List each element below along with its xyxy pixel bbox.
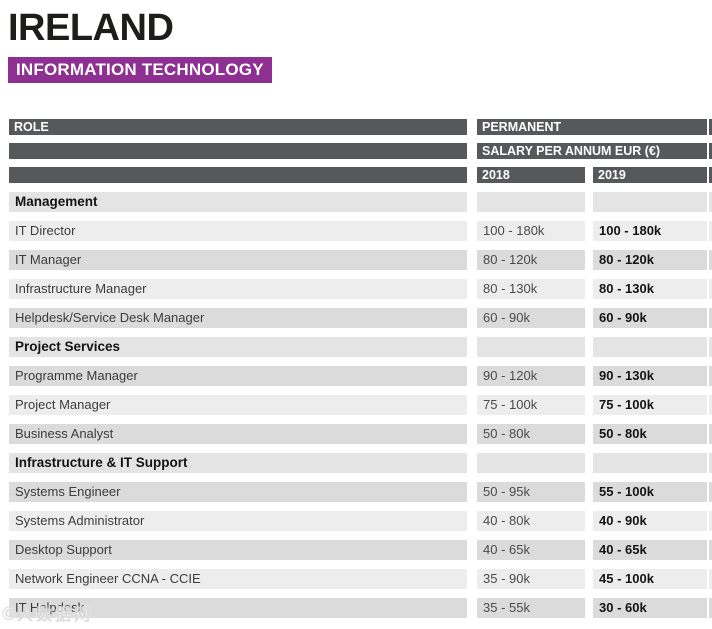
- page-title: IRELAND: [8, 7, 174, 49]
- row-edge-sliver: [709, 308, 712, 328]
- salary-2019-cell: 40 - 65k: [593, 540, 707, 560]
- salary-2018-cell: 35 - 55k: [477, 598, 585, 618]
- table-header-edge-sliver: [709, 143, 712, 159]
- salary-2018-cell: [477, 337, 585, 357]
- table-header-2018: 2018: [477, 167, 585, 183]
- salary-2019-cell: 75 - 100k: [593, 395, 707, 415]
- salary-2019-cell: [593, 337, 707, 357]
- role-cell: Infrastructure & IT Support: [9, 453, 467, 473]
- row-edge-sliver: [709, 250, 712, 270]
- salary-2018-cell: 80 - 130k: [477, 279, 585, 299]
- row-edge-sliver: [709, 337, 712, 357]
- table-header-salary-label: SALARY PER ANNUM EUR (€): [477, 143, 707, 159]
- salary-2019-cell: 45 - 100k: [593, 569, 707, 589]
- table-row: Programme Manager 90 - 120k 90 - 130k: [0, 366, 712, 386]
- salary-2018-cell: [477, 192, 585, 212]
- salary-2018-cell: 50 - 80k: [477, 424, 585, 444]
- table-header-edge-sliver: [709, 167, 712, 183]
- role-cell: Helpdesk/Service Desk Manager: [9, 308, 467, 328]
- salary-2019-cell: 80 - 130k: [593, 279, 707, 299]
- salary-2019-cell: 60 - 90k: [593, 308, 707, 328]
- role-cell: IT Manager: [9, 250, 467, 270]
- table-row: IT Director 100 - 180k 100 - 180k: [0, 221, 712, 241]
- salary-2019-cell: [593, 192, 707, 212]
- row-edge-sliver: [709, 221, 712, 241]
- salary-2018-cell: 35 - 90k: [477, 569, 585, 589]
- row-edge-sliver: [709, 540, 712, 560]
- role-cell: Project Manager: [9, 395, 467, 415]
- salary-2018-cell: [477, 453, 585, 473]
- watermark-text: 人数据网: [17, 607, 94, 624]
- role-cell: Systems Engineer: [9, 482, 467, 502]
- salary-2019-cell: [593, 453, 707, 473]
- salary-2018-cell: 80 - 120k: [477, 250, 585, 270]
- salary-2018-cell: 50 - 95k: [477, 482, 585, 502]
- row-edge-sliver: [709, 569, 712, 589]
- salary-2018-cell: 40 - 80k: [477, 511, 585, 531]
- salary-2018-cell: 100 - 180k: [477, 221, 585, 241]
- row-edge-sliver: [709, 453, 712, 473]
- role-cell: IT Director: [9, 221, 467, 241]
- salary-2019-cell: 50 - 80k: [593, 424, 707, 444]
- table-row: IT Helpdesk 35 - 55k 30 - 60k: [0, 598, 712, 618]
- table-row: Network Engineer CCNA - CCIE 35 - 90k 45…: [0, 569, 712, 589]
- row-edge-sliver: [709, 192, 712, 212]
- salary-2019-cell: 80 - 120k: [593, 250, 707, 270]
- role-cell: Business Analyst: [9, 424, 467, 444]
- role-cell: Management: [9, 192, 467, 212]
- role-cell: Systems Administrator: [9, 511, 467, 531]
- role-cell: Programme Manager: [9, 366, 467, 386]
- salary-table-rows: Management IT Director 100 - 180k 100 - …: [0, 192, 712, 627]
- role-cell: Infrastructure Manager: [9, 279, 467, 299]
- table-row: Systems Engineer 50 - 95k 55 - 100k: [0, 482, 712, 502]
- role-cell: Desktop Support: [9, 540, 467, 560]
- row-edge-sliver: [709, 366, 712, 386]
- row-edge-sliver: [709, 279, 712, 299]
- role-cell: Project Services: [9, 337, 467, 357]
- table-row: Project Manager 75 - 100k 75 - 100k: [0, 395, 712, 415]
- role-cell: IT Helpdesk: [9, 598, 467, 618]
- table-header-spacer-bar: [9, 167, 467, 183]
- role-cell: Network Engineer CCNA - CCIE: [9, 569, 467, 589]
- row-edge-sliver: [709, 424, 712, 444]
- row-edge-sliver: [709, 482, 712, 502]
- table-header-edge-sliver: [709, 119, 712, 135]
- watermark-logo-icon: ©: [2, 604, 17, 625]
- table-row: Infrastructure Manager 80 - 130k 80 - 13…: [0, 279, 712, 299]
- table-header-permanent: PERMANENT: [477, 119, 707, 135]
- salary-2019-cell: 40 - 90k: [593, 511, 707, 531]
- row-edge-sliver: [709, 598, 712, 618]
- row-edge-sliver: [709, 395, 712, 415]
- salary-2018-cell: 90 - 120k: [477, 366, 585, 386]
- table-row: IT Manager 80 - 120k 80 - 120k: [0, 250, 712, 270]
- table-row: Systems Administrator 40 - 80k 40 - 90k: [0, 511, 712, 531]
- table-header-spacer-bar: [9, 143, 467, 159]
- table-row: Project Services: [0, 337, 712, 357]
- watermark: ©人数据网: [2, 601, 93, 626]
- table-row: Business Analyst 50 - 80k 50 - 80k: [0, 424, 712, 444]
- category-banner: INFORMATION TECHNOLOGY: [8, 57, 272, 83]
- table-row: Infrastructure & IT Support: [0, 453, 712, 473]
- table-row: Helpdesk/Service Desk Manager 60 - 90k 6…: [0, 308, 712, 328]
- table-row: Desktop Support 40 - 65k 40 - 65k: [0, 540, 712, 560]
- table-row: Management: [0, 192, 712, 212]
- salary-2019-cell: 90 - 130k: [593, 366, 707, 386]
- salary-2019-cell: 100 - 180k: [593, 221, 707, 241]
- row-edge-sliver: [709, 511, 712, 531]
- salary-2018-cell: 40 - 65k: [477, 540, 585, 560]
- table-header-role: ROLE: [9, 119, 467, 135]
- salary-2019-cell: 55 - 100k: [593, 482, 707, 502]
- salary-2018-cell: 75 - 100k: [477, 395, 585, 415]
- table-header-2019: 2019: [593, 167, 707, 183]
- salary-2018-cell: 60 - 90k: [477, 308, 585, 328]
- salary-2019-cell: 30 - 60k: [593, 598, 707, 618]
